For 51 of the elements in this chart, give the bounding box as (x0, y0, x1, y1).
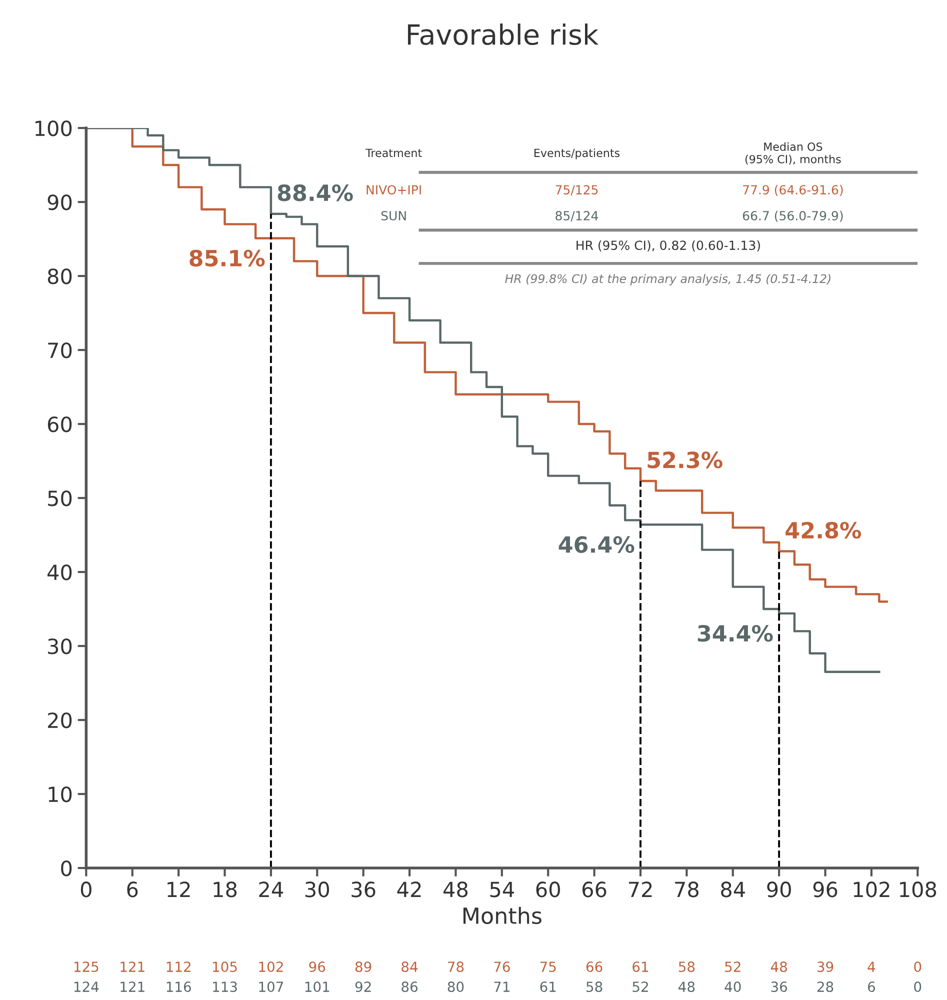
x-tick-label: 42 (397, 882, 421, 898)
annotation: 52.3% (648, 452, 722, 468)
x-tick-label: 72 (628, 882, 652, 898)
annotation: 75/125 (556, 185, 598, 196)
annotation: NIVO+IPI (366, 185, 421, 195)
x-tick-label: 54 (490, 882, 514, 898)
x-tick-label: 96 (813, 882, 838, 898)
annotation: Median OS (95% CI), months (745, 142, 841, 165)
x-tick-label: 60 (536, 882, 560, 898)
x-tick-label: 30 (305, 882, 330, 898)
y-tick-label: 10 (48, 786, 72, 802)
x-tick-label: 78 (675, 882, 699, 898)
x-tick-label: 18 (214, 882, 237, 898)
annotation: SUN (381, 210, 406, 220)
y-tick-label: 70 (48, 342, 72, 358)
annotation: HR (95% CI), 0.82 (0.60-1.13) (576, 240, 760, 252)
x-tick-label: 6 (127, 882, 138, 898)
x-tick-label: 36 (352, 882, 376, 898)
chart-title: Favorable risk (408, 24, 598, 46)
text: 125 121 112 105 102 96 89 84 78 76 75 66 61 58 52 48 39 4 0 (74, 962, 922, 972)
y-tick-label: 90 (48, 194, 72, 210)
y-tick-label: 80 (48, 268, 72, 284)
x-tick-label: 24 (259, 882, 284, 898)
x-tick-label: 84 (721, 882, 745, 898)
x-axis-title: Months (463, 906, 542, 924)
x-tick-label: 66 (582, 882, 606, 898)
annotation: 88.4% (278, 184, 353, 202)
text: 124 121 116 113 107 101 92 86 80 71 61 58 52 48 40 36 28 6 0 (74, 982, 922, 992)
x-tick-label: 90 (767, 882, 791, 898)
annotation: 66.7 (56.0-79.9) (742, 210, 843, 222)
annotation: 85/124 (556, 210, 598, 222)
x-tick-label: 0 (80, 882, 92, 898)
annotation: Events/patients (534, 148, 620, 160)
x-tick-label: 12 (168, 882, 190, 898)
x-tick-label: 102 (854, 882, 890, 898)
y-tick-label: 30 (48, 638, 72, 654)
annotation: 46.4% (558, 536, 634, 553)
x-tick-label: 48 (443, 882, 468, 898)
annotation: 34.4% (698, 624, 773, 642)
x-tick-label: 108 (900, 882, 936, 898)
y-tick-label: 100 (36, 120, 72, 136)
y-tick-label: 60 (48, 416, 72, 432)
annotation: Treatment (366, 148, 422, 158)
y-tick-label: 20 (48, 712, 72, 728)
annotation: HR (99.8% CI) at the primary analysis, 1.45 (0.51-4.12) (505, 274, 830, 286)
annotation: 42.8% (786, 522, 862, 539)
y-tick-label: 40 (47, 564, 72, 580)
y-tick-label: 50 (48, 490, 72, 506)
annotation: 77.9 (64.6-91.6) (743, 184, 843, 196)
annotation: 85.1% (190, 250, 265, 267)
y-tick-label: 0 (61, 860, 72, 876)
